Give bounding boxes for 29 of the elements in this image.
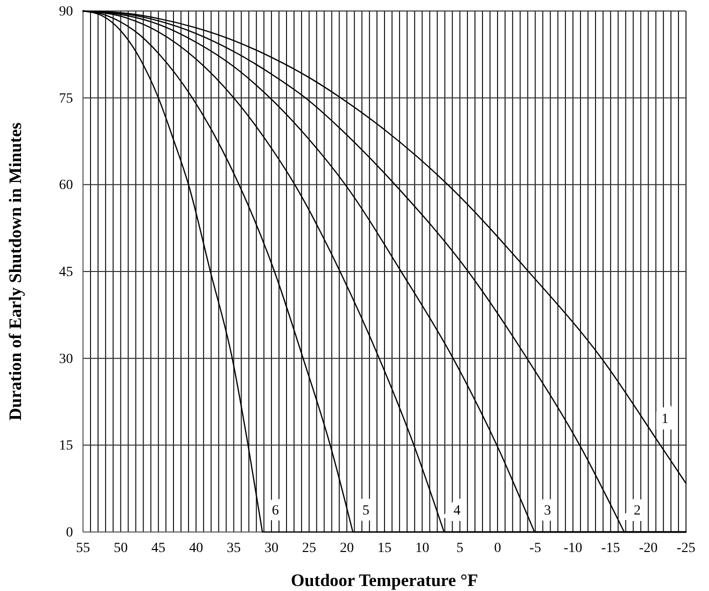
x-tick-label: 15 bbox=[378, 540, 392, 556]
x-tick-label: 0 bbox=[494, 540, 502, 556]
x-tick-label: -5 bbox=[529, 540, 542, 556]
x-tick-label: -10 bbox=[564, 540, 582, 556]
x-tick-label: 55 bbox=[76, 540, 90, 556]
series-label: 5 bbox=[362, 504, 370, 518]
x-tick-label: -15 bbox=[601, 540, 620, 556]
y-tick-label: 75 bbox=[59, 91, 73, 106]
y-tick-label: 0 bbox=[66, 525, 73, 540]
x-tick-label: -20 bbox=[638, 540, 658, 556]
x-axis-title: Outdoor Temperature °F bbox=[290, 570, 478, 590]
x-tick-label: 30 bbox=[264, 540, 278, 556]
y-tick-label: 30 bbox=[59, 352, 73, 367]
y-tick-label: 60 bbox=[59, 178, 73, 194]
x-tick-label: -25 bbox=[676, 540, 696, 556]
x-tick-label: 45 bbox=[151, 540, 166, 556]
x-tick-label: 40 bbox=[189, 540, 204, 556]
x-tick-label: 25 bbox=[302, 540, 316, 556]
x-tick-label: 20 bbox=[340, 540, 354, 556]
x-tick-label: 5 bbox=[456, 540, 464, 556]
y-tick-label: 45 bbox=[59, 264, 73, 280]
x-tick-label: 10 bbox=[415, 540, 430, 556]
series-label: 2 bbox=[634, 504, 641, 518]
y-tick-label: 90 bbox=[59, 4, 73, 20]
series-label: 6 bbox=[272, 504, 279, 518]
y-tick-label: 15 bbox=[59, 438, 73, 454]
x-tick-label: 50 bbox=[114, 540, 128, 556]
x-tick-label: 35 bbox=[226, 540, 241, 556]
y-axis-title: Duration of Early Shutdown in Minutes bbox=[5, 122, 25, 421]
